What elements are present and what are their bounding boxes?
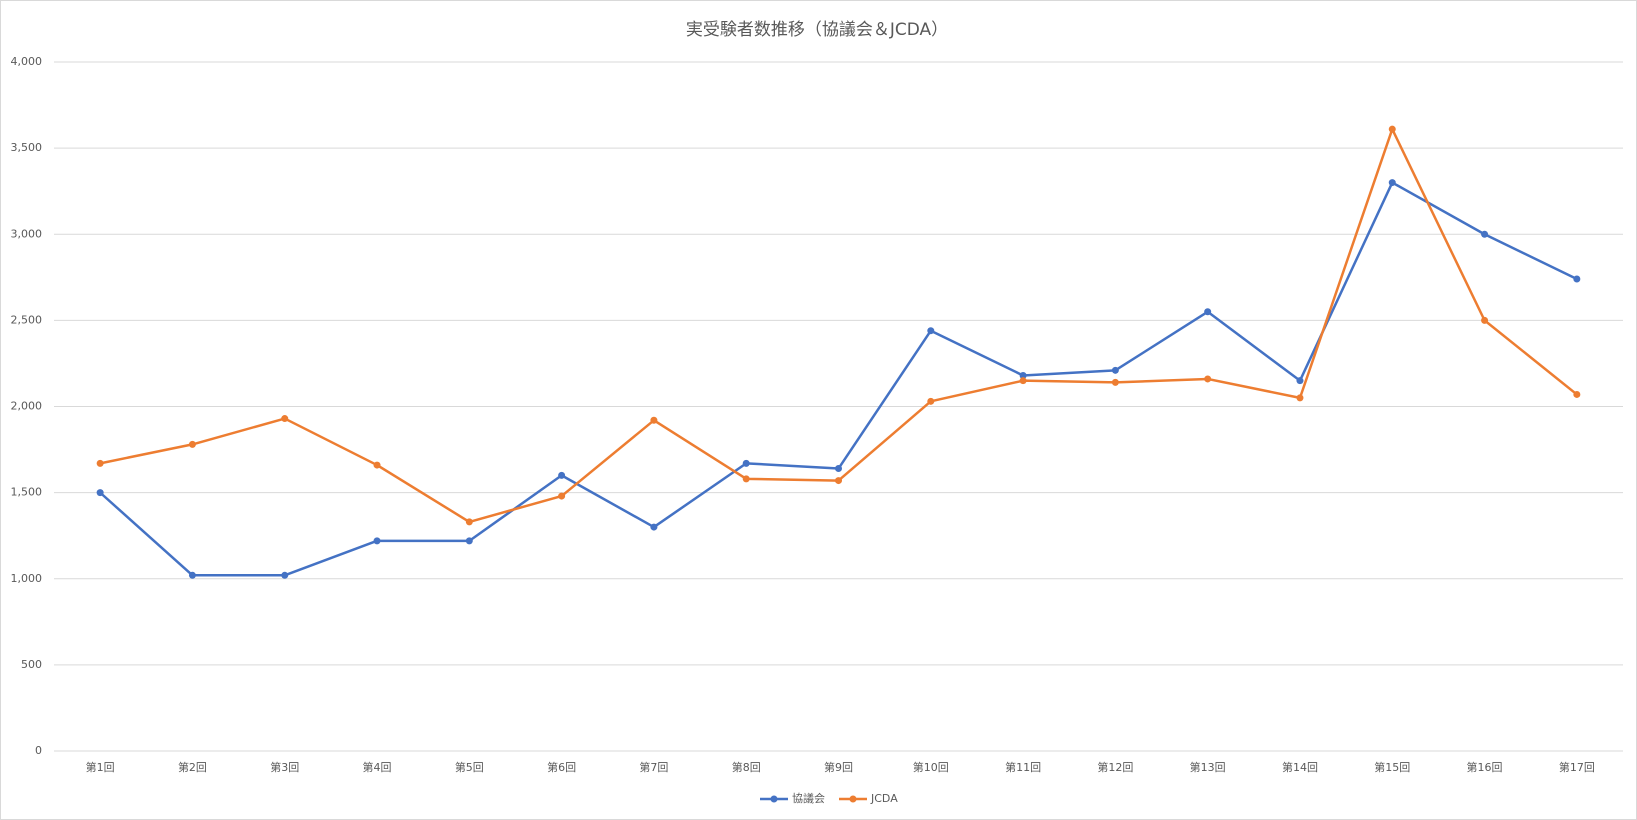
x-tick-label: 第9回 bbox=[824, 760, 853, 774]
legend-label: JCDA bbox=[870, 792, 898, 805]
data-point bbox=[281, 415, 289, 423]
data-point bbox=[1204, 375, 1212, 383]
x-tick-label: 第15回 bbox=[1374, 760, 1410, 774]
x-tick-label: 第14回 bbox=[1282, 760, 1318, 774]
data-point bbox=[558, 492, 566, 500]
x-tick-label: 第17回 bbox=[1559, 760, 1595, 774]
x-tick-label: 第12回 bbox=[1097, 760, 1133, 774]
data-point bbox=[742, 459, 750, 467]
x-tick-label: 第6回 bbox=[547, 760, 576, 774]
x-tick-label: 第13回 bbox=[1190, 760, 1226, 774]
data-point bbox=[1296, 394, 1304, 402]
y-tick-label: 500 bbox=[21, 658, 42, 671]
data-point bbox=[1481, 316, 1489, 324]
data-point bbox=[1019, 371, 1027, 379]
data-point bbox=[1111, 366, 1119, 374]
data-point bbox=[835, 465, 842, 473]
data-point bbox=[835, 477, 842, 485]
chart-title: 実受験者数推移（協議会＆JCDA） bbox=[686, 20, 948, 40]
y-tick-label: 4,000 bbox=[11, 55, 43, 68]
data-point bbox=[650, 523, 658, 531]
data-point bbox=[373, 537, 381, 545]
x-tick-label: 第1回 bbox=[86, 760, 115, 774]
data-point bbox=[1388, 179, 1396, 187]
y-tick-label: 3,500 bbox=[11, 141, 43, 154]
x-tick-label: 第10回 bbox=[913, 760, 949, 774]
y-tick-label: 2,500 bbox=[11, 313, 43, 326]
x-tick-label: 第7回 bbox=[639, 760, 668, 774]
data-point bbox=[465, 537, 473, 545]
data-point bbox=[465, 518, 473, 526]
data-point bbox=[1204, 308, 1212, 316]
x-tick-label: 第3回 bbox=[270, 760, 299, 774]
x-tick-label: 第5回 bbox=[455, 760, 484, 774]
data-point bbox=[1111, 378, 1119, 386]
data-point bbox=[281, 571, 289, 579]
y-tick-label: 3,000 bbox=[11, 227, 43, 240]
data-point bbox=[927, 327, 935, 335]
data-point bbox=[373, 461, 381, 469]
data-point bbox=[96, 459, 104, 467]
data-point bbox=[558, 471, 566, 479]
x-tick-label: 第4回 bbox=[363, 760, 392, 774]
x-tick-label: 第2回 bbox=[178, 760, 207, 774]
y-tick-label: 1,000 bbox=[11, 572, 43, 585]
data-point bbox=[1573, 275, 1581, 283]
data-point bbox=[650, 416, 658, 424]
legend-label: 協議会 bbox=[792, 791, 825, 805]
data-point bbox=[188, 440, 196, 448]
y-tick-label: 0 bbox=[35, 744, 42, 757]
data-point bbox=[927, 397, 935, 405]
x-tick-label: 第11回 bbox=[1005, 760, 1041, 774]
x-tick-label: 第8回 bbox=[732, 760, 761, 774]
data-point bbox=[1296, 377, 1304, 385]
data-point bbox=[1573, 390, 1581, 398]
legend-marker bbox=[849, 795, 857, 803]
data-point bbox=[742, 475, 750, 483]
y-tick-label: 1,500 bbox=[11, 486, 43, 499]
data-point bbox=[96, 489, 104, 497]
y-tick-label: 2,000 bbox=[11, 400, 43, 413]
legend-marker bbox=[770, 795, 778, 803]
x-tick-label: 第16回 bbox=[1467, 760, 1503, 774]
data-point bbox=[1481, 230, 1489, 238]
data-point bbox=[1019, 377, 1027, 385]
data-point bbox=[1388, 125, 1396, 133]
data-point bbox=[188, 571, 196, 579]
